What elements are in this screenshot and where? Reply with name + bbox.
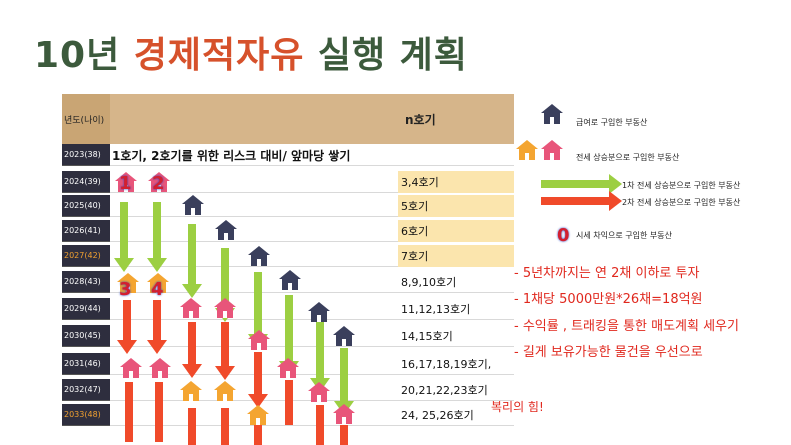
red-arrow (147, 300, 167, 354)
orange-house-icon (180, 381, 202, 401)
green-arrow (310, 320, 330, 392)
note-item: - 수익률 , 트래킹을 통한 매도계획 세우기 (514, 319, 739, 334)
n-cell: 7호기 (398, 245, 514, 267)
legend-label-second: 2차 전세 상승분으로 구입한 부동산 (622, 198, 741, 207)
navy-house-icon (308, 302, 330, 322)
n-cell: 24, 25,26호기 (401, 409, 474, 422)
orange-house-icon (214, 381, 236, 401)
year-cell: 2026(41) (62, 220, 110, 242)
red-arrow (117, 300, 137, 354)
title-part-3: 실행 계획 (304, 35, 468, 76)
legend-orange-house-icon (516, 140, 538, 160)
n-cell: 8,9,10호기 (401, 276, 457, 289)
pink-house-icon (180, 298, 202, 318)
pink-house-icon (248, 330, 270, 350)
n-cell: 11,12,13호기 (401, 303, 471, 316)
navy-house-icon (215, 220, 237, 240)
navy-house-icon (279, 270, 301, 290)
red-arrow (215, 322, 235, 380)
n-cell: 20,21,22,23호기 (401, 384, 488, 397)
table-row: 2023(38) 1호기, 2호기를 위한 리스크 대비/ 앞마당 쌓기 (62, 144, 514, 166)
n-cell: 5호기 (398, 195, 514, 217)
pink-house-icon (214, 298, 236, 318)
marker-2: 2 (152, 173, 165, 194)
page-title: 10년 경제적자유 실행 계획 (34, 26, 468, 78)
year-cell: 2031(46) (62, 353, 110, 375)
year-cell: 2029(44) (62, 298, 110, 320)
orange-house-icon (247, 405, 269, 425)
year-cell: 2024(39) (62, 171, 110, 193)
year-cell: 2030(45) (62, 325, 110, 347)
legend-label-first: 1차 전세 상승분으로 구입한 부동산 (622, 181, 741, 190)
year-cell: 2023(38) (62, 144, 110, 166)
green-arrow (182, 224, 202, 298)
year-cell: 2025(40) (62, 195, 110, 217)
marker-0: 0 (557, 225, 570, 246)
table-header: 년도(나이) n호기 (62, 94, 514, 144)
pink-house-icon (333, 404, 355, 424)
header-n-cell: n호기 (405, 112, 436, 127)
marker-4: 4 (151, 279, 164, 300)
red-arrow (248, 352, 268, 408)
legend-navy-house-icon (541, 104, 563, 124)
compound-caption: 복리의 힘! (491, 400, 544, 414)
green-arrow (147, 202, 167, 272)
row-description: 1호기, 2호기를 위한 리스크 대비/ 앞마당 쌓기 (112, 148, 351, 163)
legend-label-salary: 급여로 구입한 부동산 (576, 118, 648, 127)
n-cell: 14,15호기 (401, 330, 453, 343)
marker-3: 3 (119, 279, 132, 300)
red-arrow (221, 408, 229, 445)
red-arrow (316, 405, 324, 445)
pink-house-icon (120, 358, 142, 378)
year-cell: 2028(43) (62, 271, 110, 293)
table-row: 2028(43) 8,9,10호기 (62, 271, 514, 293)
table-row: 2027(42) 7호기 (62, 245, 514, 267)
navy-house-icon (248, 246, 270, 266)
year-cell: 2032(47) (62, 379, 110, 401)
year-cell: 2033(48) (62, 404, 110, 426)
red-arrow (340, 425, 348, 445)
pink-house-icon (308, 382, 330, 402)
pink-house-icon (149, 358, 171, 378)
legend-green-arrow-icon (541, 174, 622, 194)
navy-house-icon (333, 326, 355, 346)
header-year-cell: 년도(나이) (62, 94, 110, 144)
note-item: - 1채당 5000만원*26채=18억원 (514, 292, 703, 307)
red-arrow (188, 408, 196, 445)
red-arrow (155, 382, 163, 442)
red-arrow (125, 382, 133, 442)
note-item: - 길게 보유가능한 물건을 우선으로 (514, 345, 703, 360)
year-cell: 2027(42) (62, 245, 110, 267)
red-arrow (285, 380, 293, 425)
table-row: 2033(48) 24, 25,26호기 (62, 404, 514, 426)
marker-1: 1 (119, 173, 132, 194)
table-row: 2024(39) 3,4호기 (62, 171, 514, 193)
title-part-1: 10년 (34, 35, 134, 76)
n-cell: 16,17,18,19호기, (401, 358, 492, 371)
red-arrow (182, 322, 202, 378)
n-cell: 6호기 (398, 220, 514, 242)
green-arrow (114, 202, 134, 272)
n-cell: 3,4호기 (398, 171, 514, 193)
navy-house-icon (182, 195, 204, 215)
legend-red-arrow-icon (541, 191, 622, 211)
title-part-2: 경제적자유 (133, 35, 305, 76)
red-arrow (254, 420, 262, 445)
table-row: 2025(40) 5호기 (62, 195, 514, 217)
note-item: - 5년차까지는 연 2채 이하로 투자 (514, 266, 700, 281)
legend-label-gain: 시세 차익으로 구입한 부동산 (576, 231, 672, 240)
legend-pink-house-icon (541, 140, 563, 160)
table-row: 2026(41) 6호기 (62, 220, 514, 242)
plan-table: 년도(나이) n호기 2023(38) 1호기, 2호기를 위한 리스크 대비/… (62, 94, 514, 445)
legend-label-jeonse: 전세 상승분으로 구입한 부동산 (576, 153, 680, 162)
